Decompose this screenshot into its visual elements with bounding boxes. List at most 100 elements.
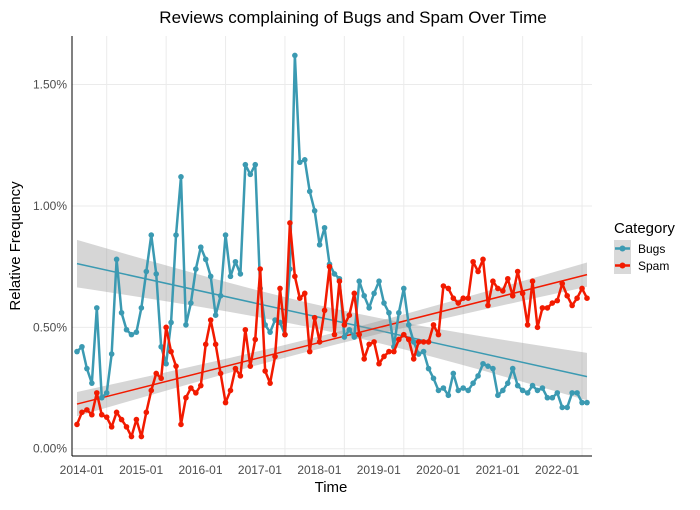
data-point-spam <box>554 297 561 304</box>
data-point-bugs <box>311 207 318 214</box>
data-point-spam <box>148 387 155 394</box>
x-tick-labels: 2014-01 2015-01 2016-01 2017-01 2018-01 2019-… <box>60 463 580 477</box>
data-point-spam <box>440 283 447 289</box>
data-point-bugs <box>128 331 135 338</box>
legend: Category Bugs Spam <box>614 220 675 274</box>
data-point-spam <box>564 292 570 299</box>
data-point-spam <box>559 280 566 287</box>
data-point-spam <box>455 300 462 306</box>
data-point-bugs <box>84 365 90 372</box>
data-point-bugs <box>435 387 442 394</box>
data-point-spam <box>217 370 224 377</box>
data-point-spam <box>292 273 298 280</box>
data-point-spam <box>113 409 120 416</box>
legend-point <box>619 245 626 252</box>
data-point-bugs <box>430 375 437 382</box>
data-point-bugs <box>98 394 105 401</box>
data-point-bugs <box>183 322 189 328</box>
data-point-spam <box>74 421 80 428</box>
data-point-bugs <box>475 373 481 379</box>
data-point-spam <box>247 363 254 369</box>
x-tick-label: 2015-01 <box>119 463 163 477</box>
data-point-bugs <box>366 305 372 311</box>
x-tick-label: 2022-01 <box>535 463 579 477</box>
data-point-spam <box>504 275 511 282</box>
data-point-spam <box>569 302 575 309</box>
data-point-spam <box>84 407 90 413</box>
data-point-spam <box>297 295 303 301</box>
y-tick-label: 0.00% <box>33 442 67 456</box>
data-point-bugs <box>222 232 229 238</box>
data-point-spam <box>282 331 288 338</box>
data-point-bugs <box>153 271 160 277</box>
data-point-spam <box>465 295 471 301</box>
data-point-spam <box>361 356 367 362</box>
data-point-bugs <box>193 266 199 272</box>
y-tick-label: 1.00% <box>33 199 67 213</box>
data-point-bugs <box>574 390 580 396</box>
data-point-spam <box>356 331 363 338</box>
data-point-spam <box>123 424 130 430</box>
data-point-bugs <box>306 188 313 195</box>
legend-label: Bugs <box>638 242 665 256</box>
data-point-bugs <box>227 273 234 280</box>
data-point-bugs <box>292 52 298 59</box>
data-point-bugs <box>376 278 382 285</box>
data-point-bugs <box>470 380 476 386</box>
data-point-spam <box>336 278 343 285</box>
data-point-bugs <box>450 370 457 377</box>
trend-line-spam <box>76 273 588 405</box>
data-point-spam <box>396 336 402 343</box>
data-point-spam <box>183 394 189 401</box>
data-point-spam <box>103 414 110 420</box>
data-point-bugs <box>301 157 308 163</box>
data-point-bugs <box>569 390 575 396</box>
data-point-spam <box>445 285 452 292</box>
data-point-spam <box>153 370 160 377</box>
data-point-spam <box>529 278 536 285</box>
data-point-bugs <box>584 399 590 406</box>
data-point-bugs <box>514 382 521 389</box>
data-point-spam <box>202 341 209 348</box>
legend-item-bugs: Bugs <box>614 240 665 257</box>
data-point-bugs <box>425 365 432 372</box>
data-point-spam <box>133 416 140 423</box>
data-point-bugs <box>247 171 254 178</box>
data-point-spam <box>232 365 239 372</box>
data-point-spam <box>306 348 313 355</box>
data-point-spam <box>341 322 348 328</box>
data-point-bugs <box>504 380 511 386</box>
y-axis-label: Relative Frequency <box>7 181 24 311</box>
data-point-spam <box>287 220 293 226</box>
data-point-spam <box>242 326 249 333</box>
data-point-bugs <box>445 392 452 399</box>
data-point-bugs <box>356 278 363 285</box>
data-point-bugs <box>460 385 467 391</box>
data-point-spam <box>430 322 437 328</box>
data-point-bugs <box>143 268 150 275</box>
data-point-bugs <box>237 271 244 277</box>
data-point-bugs <box>212 312 219 318</box>
data-point-spam <box>262 368 268 374</box>
data-point-spam <box>128 433 135 440</box>
data-point-spam <box>425 339 432 345</box>
data-point-bugs <box>534 387 541 394</box>
y-tick-label: 0.50% <box>33 320 67 334</box>
data-point-spam <box>579 285 585 292</box>
data-point-spam <box>391 348 397 355</box>
legend-item-spam: Spam <box>614 257 669 274</box>
data-point-bugs <box>485 363 491 369</box>
data-point-bugs <box>242 161 249 168</box>
data-point-spam <box>460 295 467 301</box>
data-point-spam <box>326 263 333 270</box>
data-point-spam <box>173 363 179 369</box>
data-point-bugs <box>529 382 536 389</box>
data-point-spam <box>237 373 244 379</box>
data-point-bugs <box>297 159 303 166</box>
data-point-spam <box>272 353 278 360</box>
data-point-spam <box>420 339 427 345</box>
data-point-bugs <box>316 241 323 248</box>
data-point-bugs <box>123 326 130 333</box>
legend-title: Category <box>614 220 675 237</box>
